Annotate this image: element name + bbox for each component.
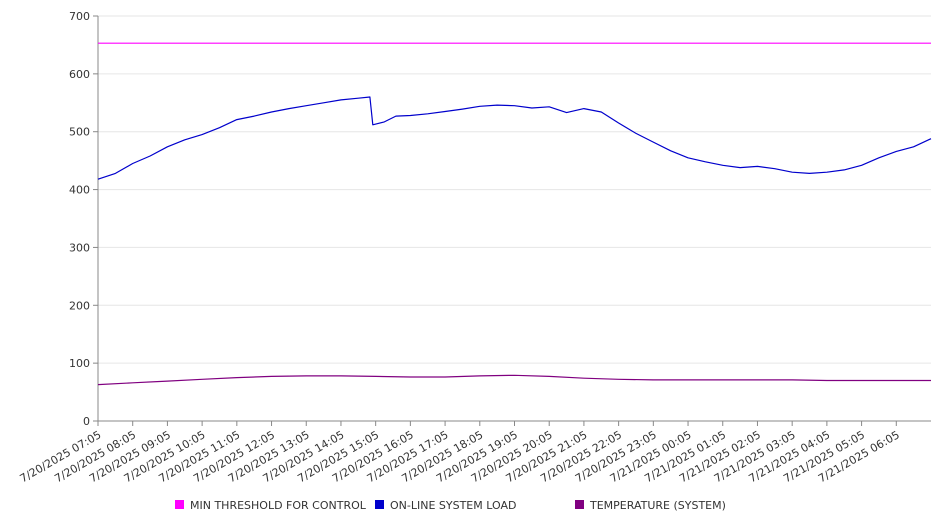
series-line xyxy=(97,96,932,180)
series-lines xyxy=(97,42,932,386)
legend-swatch xyxy=(575,500,584,509)
y-tick-label: 200 xyxy=(69,299,90,312)
x-axis: 7/20/2025 07:057/20/2025 08:057/20/2025 … xyxy=(18,420,931,485)
y-tick-label: 300 xyxy=(69,241,90,254)
y-tick-label: 500 xyxy=(69,126,90,139)
legend-label: ON-LINE SYSTEM LOAD xyxy=(390,499,516,512)
y-tick-label: 100 xyxy=(69,357,90,370)
y-tick-label: 400 xyxy=(69,184,90,197)
gridlines xyxy=(98,15,931,422)
legend-label: MIN THRESHOLD FOR CONTROL xyxy=(190,499,367,512)
legend-label: TEMPERATURE (SYSTEM) xyxy=(589,499,726,512)
series-line xyxy=(97,374,931,386)
y-tick-label: 600 xyxy=(69,68,90,81)
legend: MIN THRESHOLD FOR CONTROL ON-LINE SYSTEM … xyxy=(175,499,726,512)
y-axis: 0 100 200 300 400 500 600 700 xyxy=(69,10,99,428)
legend-swatch xyxy=(175,500,184,509)
y-tick-label: 700 xyxy=(69,10,90,23)
y-tick-label: 0 xyxy=(83,415,90,428)
legend-swatch xyxy=(375,500,384,509)
